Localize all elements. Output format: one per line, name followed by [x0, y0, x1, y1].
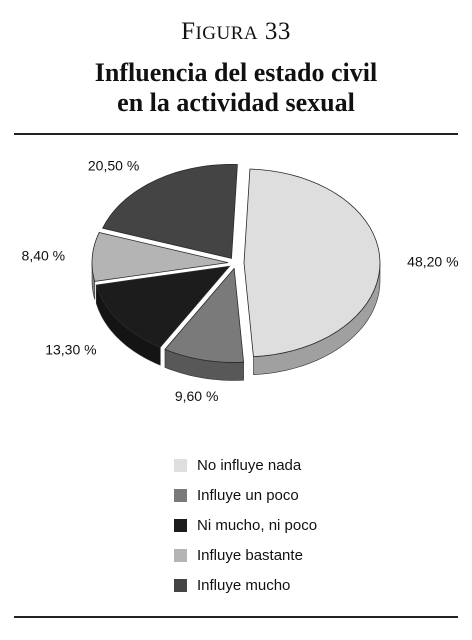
legend-swatch — [174, 548, 187, 562]
pie-slice-no-influye-nada — [243, 168, 381, 358]
chart-title: Influencia del estado civil en la activi… — [0, 58, 472, 118]
pie-slice-influye-un-poco — [164, 267, 245, 363]
pie-label-influye-un-poco: 9,60 % — [175, 388, 219, 404]
legend-swatch — [174, 578, 187, 592]
top-divider — [14, 133, 458, 135]
chart-title-line-1: Influencia del estado civil — [94, 58, 378, 87]
legend-item-influye-mucho: Influye mucho — [174, 570, 317, 600]
legend-item-no-influye-nada: No influye nada — [174, 450, 317, 480]
pie-label-influye-bastante: 8,40 % — [22, 248, 66, 264]
legend-swatch — [174, 488, 187, 502]
pie-slice-influye-mucho — [102, 163, 238, 259]
pie-slice-influye-bastante — [91, 232, 229, 282]
legend-label: Ni mucho, ni poco — [197, 516, 318, 534]
legend-swatch — [174, 458, 187, 472]
chart-title-line-2: en la actividad sexual — [117, 88, 355, 117]
figure-number: FIGURA 33 — [181, 18, 291, 45]
legend-item-ni-mucho-ni-poco: Ni mucho, ni poco — [174, 510, 317, 540]
legend-item-influye-bastante: Influye bastante — [174, 540, 317, 570]
legend-item-influye-un-poco: Influye un poco — [174, 480, 317, 510]
pie-label-ni-mucho-ni-poco: 13,30 % — [45, 342, 96, 358]
legend-label: Influye bastante — [197, 546, 303, 564]
pie-chart: 48,20 % 9,60 % 13,30 % 8,40 % 20,50 % — [22, 157, 459, 404]
pie-label-no-influye-nada: 48,20 % — [407, 253, 458, 269]
legend-swatch — [174, 518, 187, 532]
pie-label-influye-mucho: 20,50 % — [88, 157, 139, 173]
bottom-divider — [14, 616, 458, 618]
legend-label: No influye nada — [197, 456, 302, 474]
legend-label: Influye mucho — [197, 576, 291, 594]
chart-legend: No influye nada Influye un poco Ni mucho, … — [174, 450, 317, 600]
legend-label: Influye un poco — [197, 486, 299, 504]
pie-slice-ni-mucho-ni-poco — [95, 265, 231, 348]
